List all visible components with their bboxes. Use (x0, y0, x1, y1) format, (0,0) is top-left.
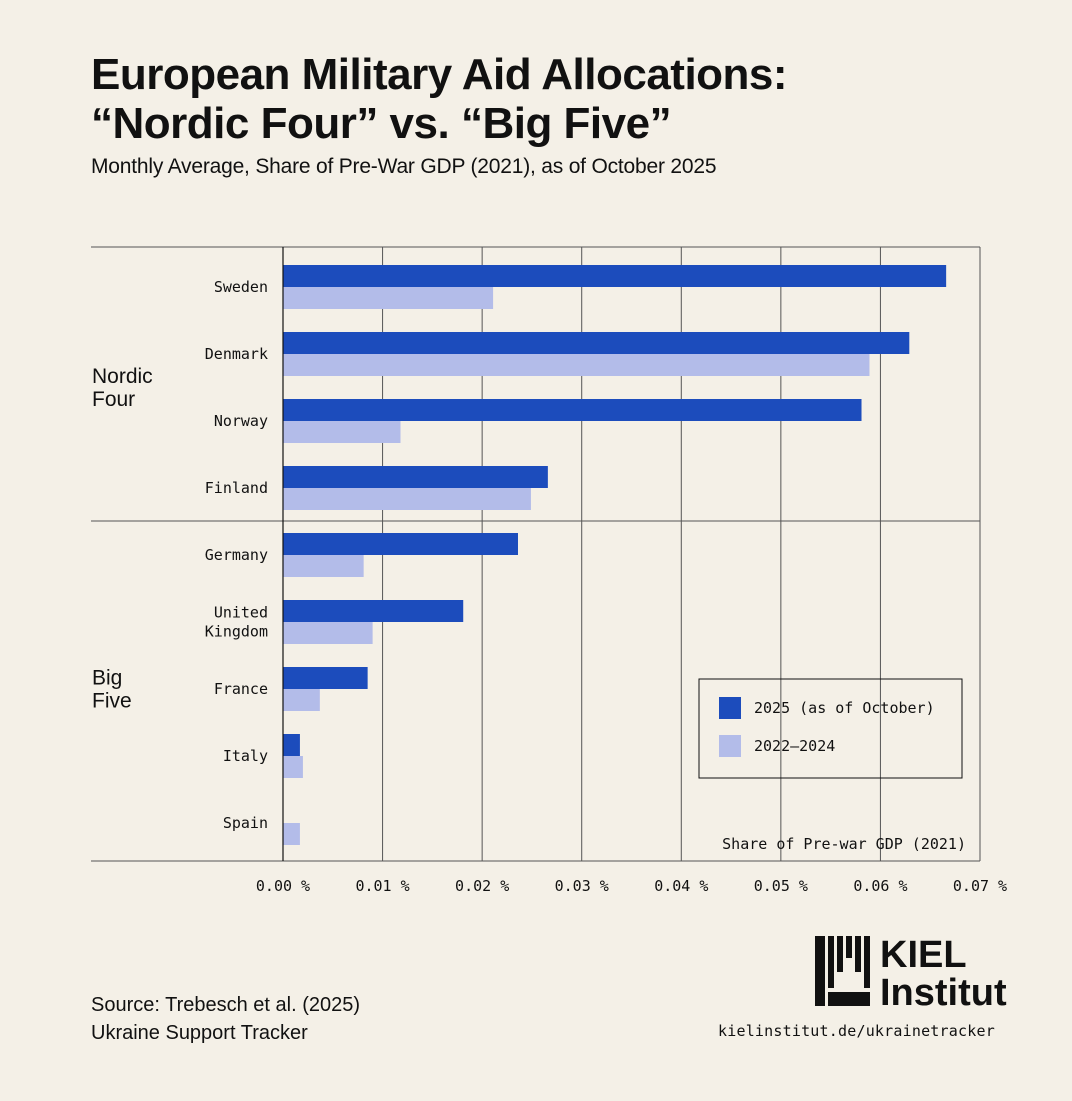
title-line-2: “Nordic Four” vs. “Big Five” (91, 99, 672, 148)
category-label-united-kingdom: Kingdom (205, 623, 268, 641)
title-line-1: European Military Aid Allocations: (91, 50, 788, 99)
x-tick-label: 0.06 % (853, 877, 907, 895)
chart-title: European Military Aid Allocations: “Nord… (91, 50, 788, 148)
category-label-finland: Finland (205, 479, 268, 497)
bar-italy-series-2 (283, 756, 303, 778)
x-tick-label: 0.04 % (654, 877, 708, 895)
bar-italy-series-1 (283, 734, 300, 756)
legend-label-2: 2022–2024 (754, 737, 835, 755)
source-note: Source: Trebesch et al. (2025) Ukraine S… (91, 991, 360, 1047)
legend-label-1: 2025 (as of October) (754, 699, 935, 717)
legend-swatch-2 (719, 735, 741, 757)
bar-finland-series-2 (283, 488, 531, 510)
source-line-2: Ukraine Support Tracker (91, 1022, 308, 1044)
bar-norway-series-2 (283, 421, 401, 443)
category-label-france: France (214, 680, 268, 698)
bar-chart: Sweden Denmark Norway Finland Germany UnitedK… (91, 246, 1007, 895)
bar-united-kingdom-series-2 (283, 622, 373, 644)
bar-united-kingdom-series-1 (283, 600, 464, 622)
category-label-italy: Italy (223, 747, 268, 765)
x-tick-label: 0.00 % (256, 877, 310, 895)
chart-subtitle: Monthly Average, Share of Pre-War GDP (2… (91, 155, 717, 178)
bar-norway-series-1 (283, 399, 862, 421)
logo-line-2: Institut (880, 972, 1007, 1008)
x-axis-label: Share of Pre-war GDP (2021) (722, 835, 966, 853)
x-tick-label: 0.07 % (953, 877, 1007, 895)
bar-finland-series-1 (283, 466, 548, 488)
category-label-norway: Norway (214, 412, 268, 430)
kiel-institut-logo: KIEL Institut (815, 934, 1007, 1008)
x-tick-label: 0.02 % (455, 877, 509, 895)
legend-box (698, 678, 963, 779)
legend-swatch-1 (719, 697, 741, 719)
group-label-big-five: Five (92, 690, 132, 713)
tracker-url[interactable]: kielinstitut.de/ukrainetracker (718, 1022, 995, 1040)
x-tick-label: 0.05 % (754, 877, 808, 895)
bar-sweden-series-2 (283, 287, 494, 309)
bar-denmark-series-1 (283, 332, 910, 354)
logo-mark-icon (815, 936, 870, 1006)
category-label-united-kingdom: United (214, 604, 268, 622)
bar-germany-series-2 (283, 555, 364, 577)
category-label-denmark: Denmark (205, 345, 268, 363)
category-label-spain: Spain (223, 814, 268, 832)
bar-germany-series-1 (283, 533, 518, 555)
group-label-nordic-four: Nordic (92, 365, 153, 388)
bar-sweden-series-1 (283, 265, 947, 287)
x-tick-label: 0.03 % (555, 877, 609, 895)
group-label-nordic-four: Four (92, 388, 135, 411)
logo-line-1: KIEL (880, 934, 967, 976)
bar-spain-series-2 (283, 823, 300, 845)
bar-denmark-series-2 (283, 354, 870, 376)
x-tick-label: 0.01 % (355, 877, 409, 895)
bar-france-series-1 (283, 667, 368, 689)
source-line-1: Source: Trebesch et al. (2025) (91, 994, 361, 1016)
category-label-germany: Germany (205, 546, 268, 564)
group-label-big-five: Big (92, 667, 122, 690)
category-label-sweden: Sweden (214, 278, 268, 296)
bar-france-series-2 (283, 689, 320, 711)
